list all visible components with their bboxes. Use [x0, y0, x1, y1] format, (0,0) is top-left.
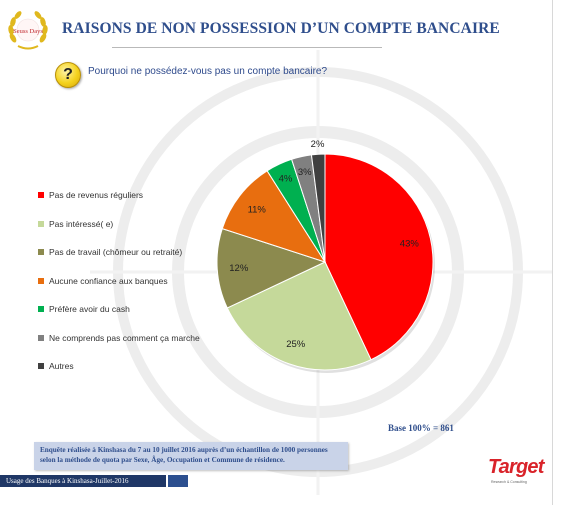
slide: Seuss Days RAISONS DE NON POSSESSION D’U…: [0, 11, 553, 495]
legend-label: Pas de revenus réguliers: [49, 190, 144, 200]
pie-slice: [324, 153, 434, 361]
pie-chart: 43% 25% 12% 11% 4% 3% 2%: [216, 139, 435, 373]
question-icon: ?: [55, 62, 81, 88]
footnote-line-1: Enquête réalisée à Kinshasa du 7 au 10 j…: [40, 446, 328, 454]
pie-slice-label: 43%: [400, 239, 420, 250]
slide-edge: [552, 0, 553, 505]
pie-slice: [310, 153, 326, 263]
legend-swatch: [38, 192, 44, 198]
legend-swatch: [38, 249, 44, 255]
legend-label: Aucune confiance aux banques: [49, 275, 168, 286]
pie-slice-label: 4%: [279, 173, 293, 184]
legend-swatch: [38, 220, 44, 227]
legend-label: Pas de travail (chômeur ou retraité): [49, 247, 183, 257]
page-title: RAISONS DE NON POSSESSION D’UN COMPTE BA…: [62, 20, 500, 37]
base-note: Base 100% = 861: [388, 423, 454, 433]
legend-swatch: [38, 363, 44, 369]
footer-bar: Usage des Banques à Kinshasa-Juillet-201…: [0, 475, 188, 487]
footnote-line-2: selon la méthode de quota par Sexe, Âge,…: [40, 456, 285, 464]
legend-swatch: [38, 306, 44, 312]
pie-slice-label: 12%: [229, 263, 249, 274]
pie-slice: [221, 170, 327, 263]
survey-question: Pourquoi ne possédez-vous pas un compte …: [88, 66, 328, 77]
footnote-box: Enquête réalisée à Kinshasa du 7 au 10 j…: [34, 442, 348, 470]
logo-text: Seuss Days: [13, 28, 43, 35]
pie-slice: [216, 227, 327, 309]
pie-slice-label: 25%: [286, 339, 306, 350]
legend-label: Ne comprends pas comment ça marche: [49, 332, 200, 343]
brand-tagline: Research & Consulting: [491, 480, 527, 484]
pie-slice-label: 3%: [298, 167, 312, 178]
title-divider: [112, 47, 382, 48]
legend-label: Autres: [49, 361, 74, 371]
footer-text: Usage des Banques à Kinshasa-Juillet-201…: [6, 477, 129, 485]
legend-label: Préfère avoir du cash: [49, 304, 130, 314]
laurel-wreath-icon: Seuss Days: [8, 11, 48, 50]
legend-swatch: [38, 334, 44, 341]
footer-tab: [166, 475, 188, 487]
brand-logo: Target Research & Consulting: [488, 456, 544, 488]
pie-slice-label: 2%: [311, 139, 325, 150]
footnote: Enquête réalisée à Kinshasa du 7 au 10 j…: [40, 445, 346, 465]
legend-swatch: [38, 277, 44, 284]
brand-name: Target: [488, 456, 544, 478]
legend-label: Pas intéressé( e): [49, 218, 114, 229]
pie-slice: [226, 261, 372, 371]
pie-slice-label: 11%: [248, 205, 267, 216]
